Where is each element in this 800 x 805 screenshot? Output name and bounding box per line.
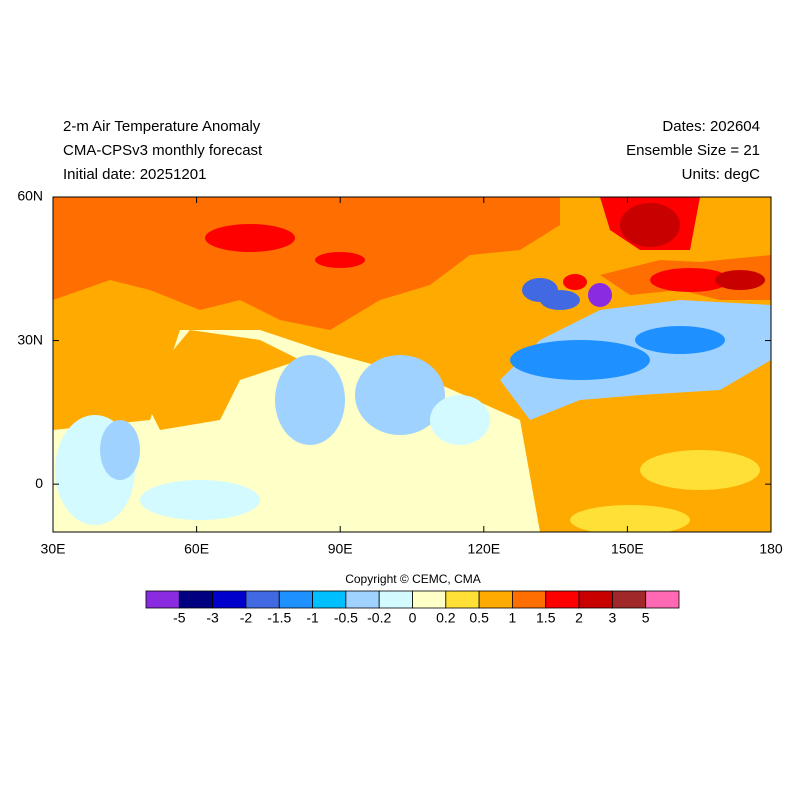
- colorbar-box: [611, 590, 647, 609]
- colorbar-label: -0.2: [367, 610, 391, 626]
- colorbar-box: [312, 590, 347, 609]
- x-tick-label: 60E: [184, 541, 209, 557]
- y-tick-label: 30N: [17, 331, 43, 347]
- subtitle: Initial date: 20251201: [63, 166, 206, 183]
- field-region: [650, 268, 730, 292]
- colorbar-label: 0.2: [436, 610, 456, 626]
- field-region: [140, 330, 300, 430]
- copyright: Copyright © CEMC, CMA: [345, 572, 481, 586]
- info: Ensemble Size = 21: [626, 142, 760, 159]
- colorbar-box: [645, 590, 680, 609]
- colorbar-label: 5: [642, 610, 650, 626]
- x-tick-label: 180: [759, 541, 783, 557]
- colorbar-box: [345, 590, 380, 609]
- y-tick-label: 60N: [17, 188, 43, 204]
- colorbar-box: [278, 590, 313, 609]
- info: Dates: 202604: [662, 118, 760, 135]
- subtitle: CMA-CPSv3 monthly forecast: [63, 142, 263, 159]
- field-region: [140, 480, 260, 520]
- field: [53, 197, 771, 532]
- x-tick-label: 90E: [328, 541, 353, 557]
- colorbar-label: -2: [240, 610, 253, 626]
- field-region: [205, 224, 295, 252]
- field-region: [275, 355, 345, 445]
- colorbar-box: [145, 590, 180, 609]
- field-region: [430, 395, 490, 445]
- colorbar-label: -3: [206, 610, 219, 626]
- colorbar-box: [478, 590, 513, 609]
- colorbar-label: -1.5: [267, 610, 291, 626]
- colorbar-box: [578, 590, 613, 609]
- colorbar-box: [512, 590, 547, 609]
- map-frame: [52, 196, 772, 533]
- colorbar-box: [212, 590, 247, 609]
- field-region: [100, 420, 140, 480]
- colorbar-label: -1: [306, 610, 319, 626]
- colorbar-label: -0.5: [334, 610, 358, 626]
- field-region: [400, 465, 520, 515]
- colorbar-label: 0.5: [469, 610, 489, 626]
- y-tick-label: 0: [35, 475, 43, 491]
- field-region: [315, 252, 365, 268]
- field-region: [640, 450, 760, 490]
- colorbar-label: -5: [173, 610, 186, 626]
- colorbar-box: [245, 590, 280, 609]
- colorbar-box: [378, 590, 413, 609]
- field-region: [522, 278, 558, 302]
- field-region: [588, 283, 612, 307]
- title: 2-m Air Temperature Anomaly: [63, 118, 261, 135]
- colorbar-label: 1.5: [536, 610, 556, 626]
- colorbar-box: [445, 590, 480, 609]
- colorbar-label: 2: [575, 610, 583, 626]
- field-region: [510, 340, 650, 380]
- field-region: [563, 274, 587, 290]
- field-region: [620, 203, 680, 247]
- info: Units: degC: [682, 166, 761, 183]
- field-region: [355, 355, 445, 435]
- colorbar-box: [178, 590, 214, 609]
- field-region: [635, 326, 725, 354]
- x-tick-label: 150E: [611, 541, 644, 557]
- field-region: [53, 197, 560, 330]
- x-tick-label: 30E: [41, 541, 66, 557]
- colorbar-label: 0: [409, 610, 417, 626]
- colorbar-box: [545, 590, 580, 609]
- x-tick-label: 120E: [467, 541, 500, 557]
- colorbar-label: 3: [608, 610, 616, 626]
- colorbar-box: [412, 590, 447, 609]
- field-region: [570, 505, 690, 532]
- colorbar-label: 1: [509, 610, 517, 626]
- field-region: [715, 270, 765, 290]
